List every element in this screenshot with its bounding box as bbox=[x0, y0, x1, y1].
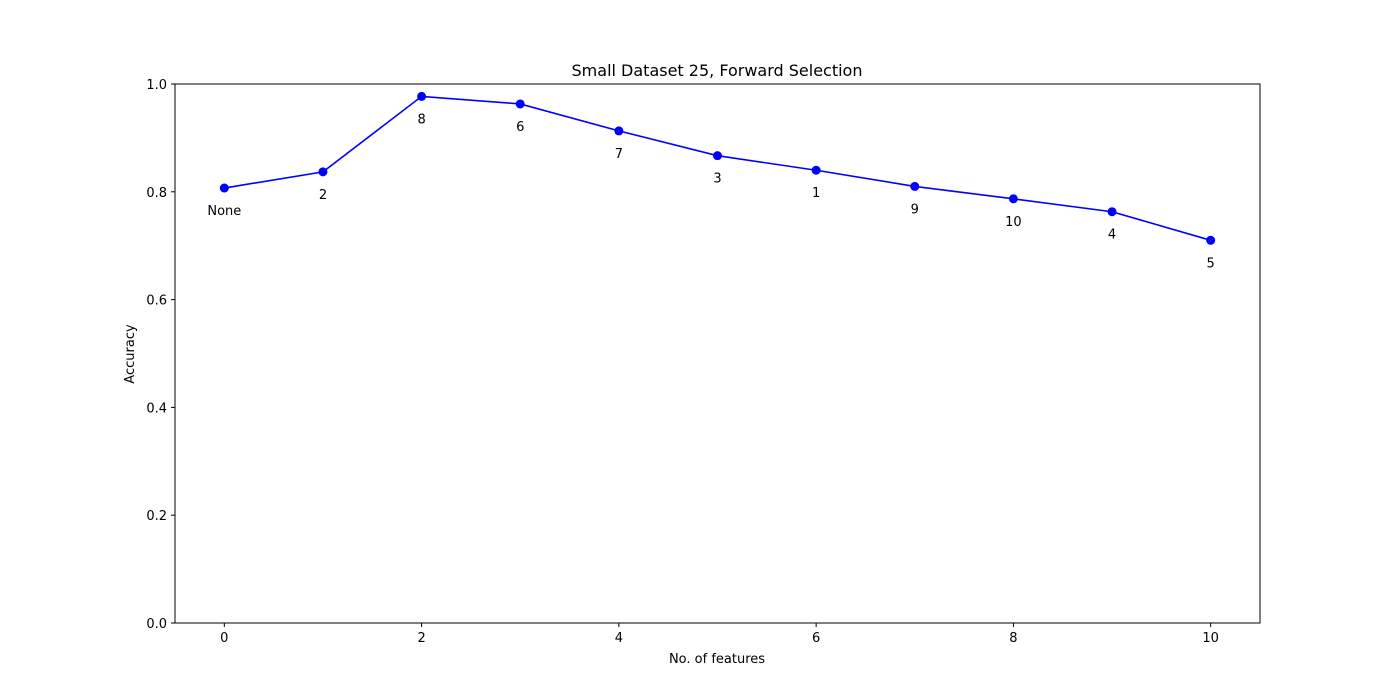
plot-frame bbox=[174, 83, 1261, 624]
y-tick-label: 0.6 bbox=[146, 294, 167, 309]
data-label: 7 bbox=[615, 147, 623, 162]
y-tick-label: 0.4 bbox=[146, 401, 167, 416]
data-label: 5 bbox=[1207, 256, 1215, 271]
data-label: 6 bbox=[516, 120, 524, 135]
data-point bbox=[910, 181, 920, 191]
data-label: 3 bbox=[713, 172, 721, 187]
y-tick-label: 0.0 bbox=[146, 617, 167, 632]
x-tick-label: 2 bbox=[417, 631, 425, 646]
data-point bbox=[1008, 194, 1018, 204]
x-tick-label: 4 bbox=[615, 631, 623, 646]
data-point bbox=[713, 151, 722, 161]
data-label: None bbox=[207, 204, 241, 219]
data-point bbox=[811, 165, 821, 175]
data-point bbox=[318, 167, 328, 177]
data-label: 1 bbox=[812, 186, 820, 201]
x-axis-label: No. of features bbox=[669, 652, 765, 667]
y-axis-label: Accuracy bbox=[123, 324, 138, 384]
chart-title: Small Dataset 25, Forward Selection bbox=[572, 61, 863, 80]
data-label: 4 bbox=[1108, 228, 1116, 243]
x-tick-label: 6 bbox=[812, 631, 820, 646]
y-tick-label: 0.8 bbox=[146, 186, 167, 201]
data-label: 2 bbox=[319, 188, 327, 203]
data-label: 9 bbox=[911, 202, 919, 217]
x-tick-label: 10 bbox=[1202, 631, 1219, 646]
data-point bbox=[515, 99, 525, 109]
data-point bbox=[1107, 207, 1117, 217]
x-tick-label: 0 bbox=[220, 631, 228, 646]
data-label: 10 bbox=[1005, 215, 1022, 230]
series-line bbox=[224, 95, 1211, 242]
data-label: 8 bbox=[417, 112, 425, 127]
y-tick-label: 1.0 bbox=[146, 78, 167, 93]
data-point bbox=[614, 126, 624, 136]
data-point bbox=[1206, 235, 1216, 245]
data-point bbox=[417, 91, 427, 101]
x-tick-label: 8 bbox=[1009, 631, 1017, 646]
data-point bbox=[219, 183, 229, 193]
plot-area: 0 2 4 6 8 10 0.0 0.2 0.4 0.6 0.8 1.0 None 2 8 6 7 3 1 9 10 4 5 bbox=[146, 78, 1261, 646]
y-tick-label: 0.2 bbox=[146, 509, 167, 524]
